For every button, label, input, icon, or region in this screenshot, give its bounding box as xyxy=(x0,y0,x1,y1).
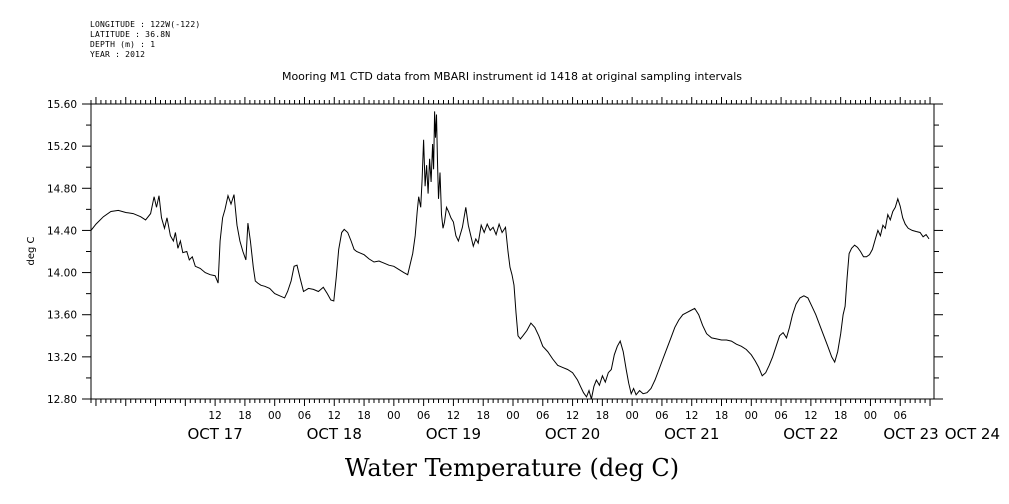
longitude-text: LONGITUDE : 122W(-122) xyxy=(90,20,201,29)
x-tick-label: 18 xyxy=(715,410,728,422)
y-tick-label: 14.40 xyxy=(47,225,77,237)
x-tick-label: 06 xyxy=(774,410,788,422)
y-tick-labels: 12.80 13.20 13.60 14.00 14.40 14.80 15.20 15.60 xyxy=(47,99,77,406)
x-tick-label: 06 xyxy=(298,410,312,422)
x-tick-label: 12 xyxy=(208,410,221,422)
y-tick-label: 12.80 xyxy=(47,394,77,406)
date-label: OCT 22 xyxy=(783,425,838,443)
x-tick-label: 12 xyxy=(804,410,817,422)
y-tick-label: 13.20 xyxy=(47,352,77,364)
year-text: YEAR : 2012 xyxy=(90,50,146,59)
x-tick-label: 06 xyxy=(417,410,431,422)
x-tick-label: 00 xyxy=(864,410,877,422)
x-tick-label: 06 xyxy=(894,410,908,422)
y-tick-label: 15.60 xyxy=(47,99,77,111)
y-tick-label: 13.60 xyxy=(47,310,77,322)
plot-frame xyxy=(90,103,935,400)
depth-text: DEPTH (m) : 1 xyxy=(90,40,156,49)
x-tick-label: 00 xyxy=(387,410,400,422)
axis-ticks xyxy=(82,97,943,406)
date-label: OCT 21 xyxy=(664,425,719,443)
x-tick-label: 18 xyxy=(357,410,370,422)
x-axis-title: Water Temperature (deg C) xyxy=(345,454,679,482)
date-label: OCT 24 xyxy=(945,425,1000,443)
date-label: OCT 18 xyxy=(307,425,362,443)
date-label: OCT 20 xyxy=(545,425,600,443)
x-tick-label: 12 xyxy=(447,410,460,422)
x-tick-label: 00 xyxy=(745,410,758,422)
x-tick-label: 00 xyxy=(625,410,638,422)
x-tick-label: 06 xyxy=(536,410,550,422)
x-tick-label: 12 xyxy=(685,410,698,422)
date-label: OCT 23 xyxy=(883,425,938,443)
latitude-text: LATITUDE : 36.8N xyxy=(90,30,171,39)
y-tick-label: 14.80 xyxy=(47,183,77,195)
x-tick-label: 18 xyxy=(238,410,251,422)
x-tick-label: 00 xyxy=(268,410,281,422)
x-tick-label: 00 xyxy=(506,410,519,422)
chart-title: Mooring M1 CTD data from MBARI instrumen… xyxy=(282,70,742,83)
x-tick-labels: 12 18 00 06 12 18 00 06 12 18 00 06 12 18 00 06 12 18 00 06… xyxy=(208,410,907,422)
date-label: OCT 19 xyxy=(426,425,481,443)
x-tick-label: 12 xyxy=(328,410,341,422)
x-tick-label: 06 xyxy=(655,410,669,422)
x-tick-label: 18 xyxy=(596,410,609,422)
series-line xyxy=(90,111,930,400)
x-tick-label: 18 xyxy=(477,410,490,422)
date-label: OCT 17 xyxy=(187,425,242,443)
metadata-block: LONGITUDE : 122W(-122) LATITUDE : 36.8N … xyxy=(90,20,200,60)
x-tick-label: 18 xyxy=(834,410,847,422)
y-tick-label: 15.20 xyxy=(47,141,77,153)
x-tick-label: 12 xyxy=(566,410,579,422)
y-tick-label: 14.00 xyxy=(47,268,77,280)
y-axis-label: deg C xyxy=(26,236,37,265)
date-labels: OCT 17 OCT 18 OCT 19 OCT 20 OCT 21 OCT 22 OCT … xyxy=(187,425,1000,443)
